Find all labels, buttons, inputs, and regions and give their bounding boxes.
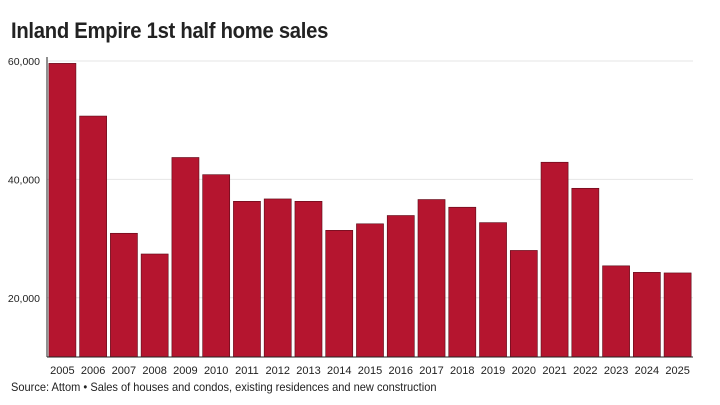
x-tick-label: 2009 <box>173 365 197 377</box>
x-tick-label: 2011 <box>235 365 259 377</box>
y-tick-label: 40,000 <box>8 174 40 186</box>
x-tick-label: 2024 <box>635 365 659 377</box>
x-tick-label: 2012 <box>265 365 289 377</box>
bar-2012 <box>263 198 292 358</box>
x-tick-label: 2017 <box>419 365 443 377</box>
x-tick-label: 2019 <box>481 365 505 377</box>
bar-2014 <box>325 230 354 358</box>
x-tick-label: 2015 <box>358 365 382 377</box>
bar-2013 <box>294 201 323 358</box>
y-tick-label: 60,000 <box>8 56 40 68</box>
x-tick-label: 2022 <box>573 365 597 377</box>
x-tick-label: 2018 <box>450 365 474 377</box>
source-note: Source: Attom • Sales of houses and cond… <box>11 380 437 394</box>
bar-2024 <box>633 272 661 358</box>
bars <box>48 63 692 358</box>
x-tick-label: 2006 <box>81 365 105 377</box>
bar-2018 <box>448 206 477 358</box>
bar-2007 <box>110 232 138 358</box>
x-tick-label: 2021 <box>542 365 566 377</box>
bar-2016 <box>386 215 415 358</box>
x-tick-label: 2025 <box>665 365 689 377</box>
bar-2005 <box>48 63 77 358</box>
x-tick-label: 2014 <box>327 365 351 377</box>
x-tick-label: 2005 <box>50 365 74 377</box>
x-tick-label: 2007 <box>112 365 136 377</box>
x-tick-label: 2008 <box>142 365 166 377</box>
bar-2010 <box>202 174 231 358</box>
bar-2008 <box>140 253 169 358</box>
x-tick-label: 2016 <box>389 365 413 377</box>
bar-2015 <box>356 223 384 358</box>
x-tick-label: 2023 <box>604 365 628 377</box>
x-tick-label: 2013 <box>296 365 320 377</box>
axes <box>46 57 693 358</box>
x-tick-label: 2020 <box>512 365 536 377</box>
x-axis-ticks: 2005 2006 2007 2008 2009 2010 2011 2012 2013 2014… <box>50 365 690 377</box>
bar-2020 <box>509 250 538 358</box>
chart-title: Inland Empire 1st half home sales <box>11 18 329 43</box>
bar-2017 <box>417 199 446 358</box>
y-axis-ticks: 20,000 40,000 60,000 <box>8 56 40 305</box>
bar-2011 <box>233 201 261 358</box>
y-tick-label: 20,000 <box>8 293 40 305</box>
bar-2006 <box>79 115 107 358</box>
x-tick-label: 2010 <box>204 365 228 377</box>
bar-2009 <box>171 157 200 358</box>
bar-2021 <box>540 161 569 358</box>
bar-2022 <box>571 187 600 358</box>
bar-2023 <box>602 265 630 358</box>
bar-2025 <box>663 272 692 358</box>
bar-2019 <box>479 222 507 358</box>
